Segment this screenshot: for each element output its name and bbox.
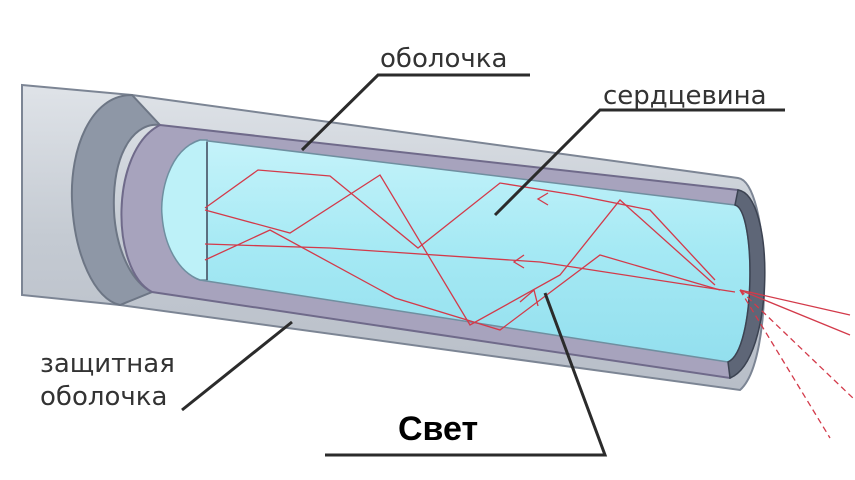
ray-reflected — [204, 174, 716, 326]
ray-arrow-3 — [519, 288, 539, 307]
ray-out-1 — [739, 289, 851, 316]
light-rays — [204, 169, 855, 439]
light-leader — [325, 292, 608, 457]
jacket-leader — [181, 320, 293, 412]
core-leader — [493, 108, 785, 217]
leader-lines — [181, 73, 785, 457]
cladding-label: оболочка — [380, 44, 508, 74]
cladding-end-band — [727, 189, 766, 380]
core-label: сердцевина — [603, 81, 767, 111]
ray-out-3 — [739, 289, 831, 439]
cladding-leader — [300, 73, 530, 152]
ray-out-4 — [739, 289, 855, 401]
ray-arrow-2 — [512, 254, 525, 269]
ray-arrow-1 — [536, 192, 549, 206]
jacket-label-line1: защитная — [40, 349, 175, 379]
jacket-cut-face — [70, 93, 163, 307]
light-label: Свет — [398, 410, 479, 448]
ray-out-2 — [739, 289, 851, 336]
ray-axial — [204, 243, 736, 293]
ray-steep — [204, 229, 721, 331]
ray-zigzag — [204, 169, 716, 281]
core-end-face — [160, 139, 208, 281]
jacket-label-line2: оболочка — [40, 382, 168, 412]
